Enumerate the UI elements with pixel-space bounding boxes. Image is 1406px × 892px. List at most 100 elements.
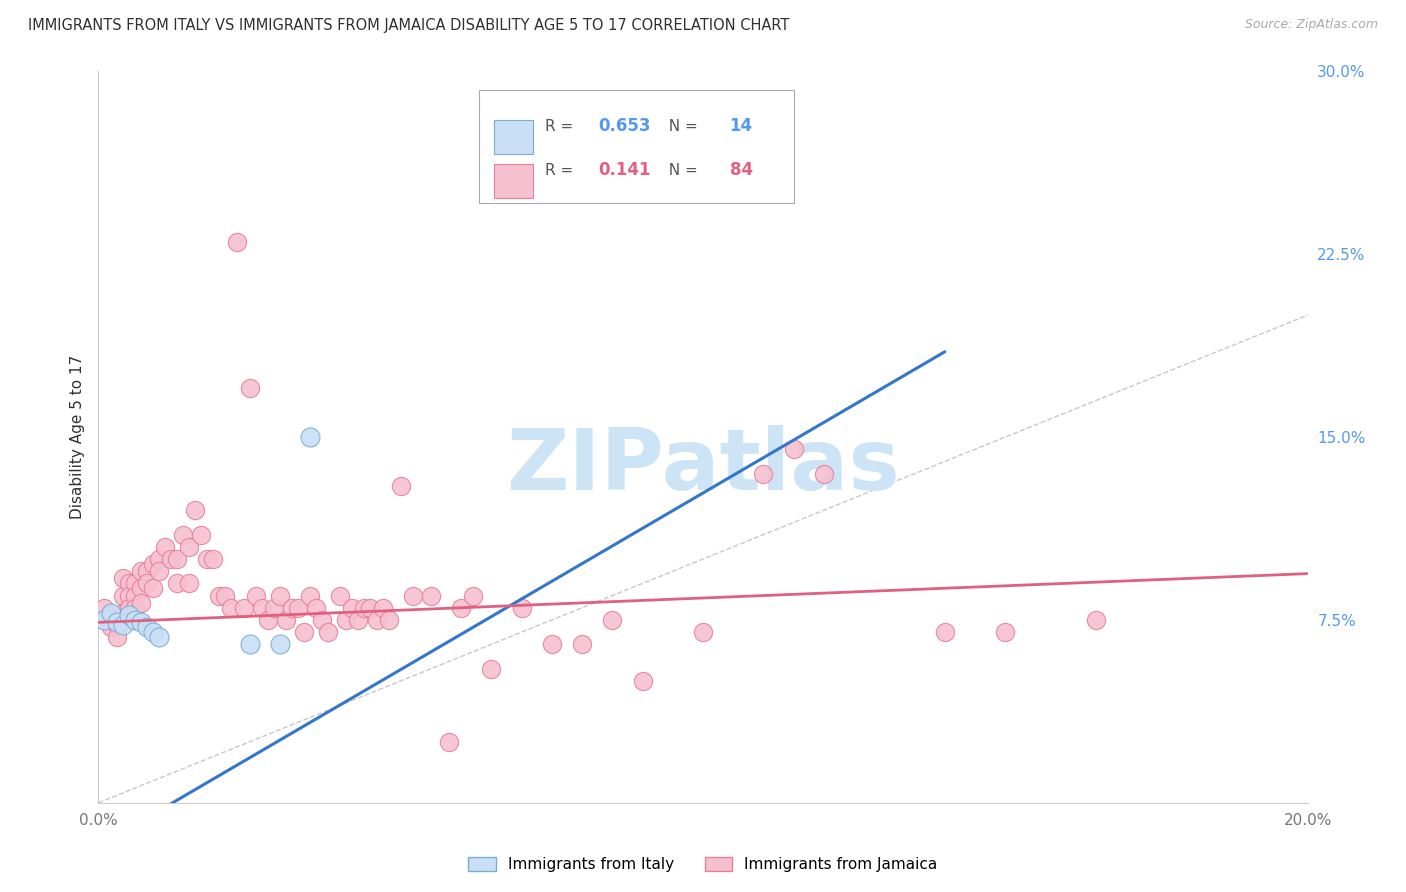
Point: [124, 600, 146, 615]
Point: [118, 589, 141, 603]
Text: 0.141: 0.141: [598, 161, 651, 179]
Point: [281, 600, 304, 615]
Point: [463, 589, 485, 603]
Text: Source: ZipAtlas.com: Source: ZipAtlas.com: [1244, 18, 1378, 31]
Point: [195, 552, 218, 566]
Point: [142, 557, 165, 571]
Point: [245, 589, 267, 603]
Point: [510, 600, 533, 615]
Point: [437, 735, 460, 749]
Point: [118, 600, 141, 615]
Point: [184, 503, 207, 517]
Point: [269, 637, 291, 651]
Point: [179, 540, 201, 554]
Point: [118, 576, 141, 591]
Point: [377, 613, 399, 627]
Point: [129, 596, 152, 610]
Point: [129, 615, 152, 630]
Point: [129, 564, 152, 578]
Point: [160, 552, 183, 566]
Point: [129, 581, 152, 595]
Point: [105, 615, 128, 630]
Point: [263, 600, 285, 615]
Point: [316, 625, 339, 640]
Point: [172, 527, 194, 541]
Point: [335, 613, 357, 627]
Point: [93, 613, 115, 627]
Point: [208, 589, 231, 603]
Point: [299, 589, 322, 603]
Point: [292, 625, 315, 640]
Point: [269, 589, 291, 603]
Point: [366, 613, 388, 627]
Point: [148, 564, 170, 578]
Point: [148, 552, 170, 566]
Point: [232, 600, 254, 615]
Point: [402, 589, 425, 603]
Bar: [494, 164, 533, 197]
Point: [342, 600, 364, 615]
Point: [142, 625, 165, 640]
Point: [994, 625, 1017, 640]
Point: [602, 613, 624, 627]
Point: [153, 540, 176, 554]
Text: ZIPatlas: ZIPatlas: [506, 425, 900, 508]
Point: [481, 137, 503, 152]
Point: [299, 430, 322, 444]
Point: [202, 552, 225, 566]
Point: [256, 613, 278, 627]
Point: [305, 600, 328, 615]
Point: [111, 572, 134, 586]
Point: [105, 617, 128, 632]
Point: [934, 625, 956, 640]
Point: [571, 637, 593, 651]
Bar: [494, 120, 533, 153]
Point: [93, 613, 115, 627]
Point: [148, 630, 170, 644]
Point: [166, 576, 188, 591]
Point: [347, 613, 370, 627]
Point: [250, 600, 273, 615]
Point: [142, 581, 165, 595]
Text: 84: 84: [730, 161, 752, 179]
Text: 14: 14: [730, 117, 752, 136]
Text: 0.653: 0.653: [598, 117, 651, 136]
Point: [135, 620, 157, 634]
FancyBboxPatch shape: [479, 90, 793, 203]
Point: [311, 613, 333, 627]
Point: [105, 610, 128, 624]
Text: R =: R =: [544, 119, 578, 134]
Point: [1085, 613, 1108, 627]
Point: [239, 381, 262, 395]
Point: [190, 527, 212, 541]
Point: [105, 630, 128, 644]
Text: R =: R =: [544, 162, 578, 178]
Point: [135, 564, 157, 578]
Point: [481, 662, 503, 676]
Point: [450, 600, 472, 615]
Point: [239, 637, 262, 651]
Point: [360, 600, 382, 615]
Point: [111, 606, 134, 620]
Text: N =: N =: [659, 162, 703, 178]
Point: [124, 613, 146, 627]
Point: [783, 442, 806, 457]
Point: [226, 235, 249, 249]
Point: [111, 617, 134, 632]
Point: [124, 576, 146, 591]
Point: [118, 613, 141, 627]
Point: [135, 576, 157, 591]
Y-axis label: Disability Age 5 to 17: Disability Age 5 to 17: [69, 355, 84, 519]
Point: [100, 620, 122, 634]
Point: [692, 625, 714, 640]
Point: [111, 589, 134, 603]
Point: [93, 600, 115, 615]
Point: [221, 600, 243, 615]
Point: [631, 673, 654, 688]
Point: [214, 589, 236, 603]
Point: [100, 608, 122, 623]
Point: [752, 467, 775, 481]
Point: [166, 552, 188, 566]
Point: [287, 600, 309, 615]
Point: [100, 606, 122, 620]
